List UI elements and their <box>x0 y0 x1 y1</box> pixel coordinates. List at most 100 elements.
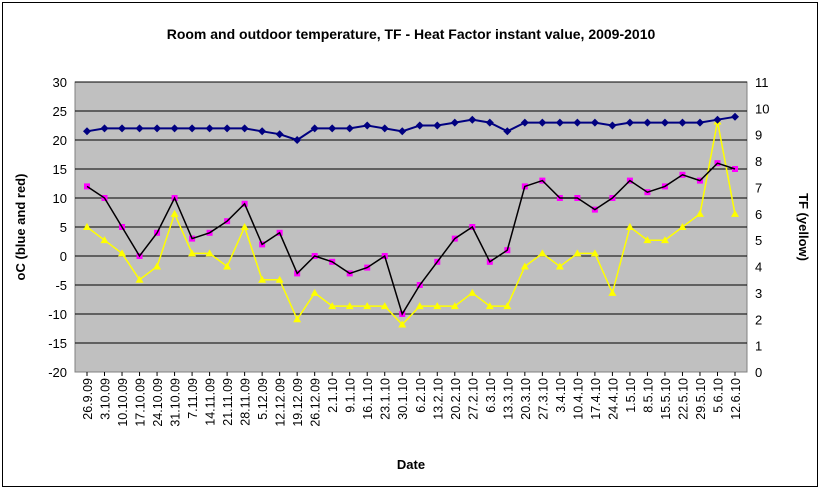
x-tick-label: 9.1.10 <box>344 378 358 413</box>
heat-factor-point <box>345 302 354 310</box>
x-tick-label: 12.6.10 <box>729 378 743 420</box>
room-point <box>275 130 284 139</box>
heat-factor-point <box>555 262 564 270</box>
y-tick-label: -20 <box>48 365 67 380</box>
y2-tick-label: 6 <box>755 207 762 222</box>
heat-factor-point <box>100 236 109 244</box>
room-point <box>590 118 599 127</box>
room-point <box>450 118 459 127</box>
room-point <box>643 118 652 127</box>
room-point <box>293 136 302 144</box>
heat-factor-point <box>135 275 144 283</box>
room-point <box>573 118 582 127</box>
room-point <box>345 124 354 133</box>
room-point <box>380 124 389 133</box>
heat-factor-point <box>485 302 494 310</box>
x-tick-label: 16.1.10 <box>361 378 375 420</box>
room-point <box>170 124 179 133</box>
room-point <box>503 127 512 136</box>
room-point <box>153 124 162 133</box>
heat-factor-point <box>240 223 249 230</box>
heat-factor-line <box>86 121 736 326</box>
room-point <box>713 115 722 124</box>
x-tick-label: 20.3.10 <box>519 378 533 420</box>
room-point <box>731 112 739 121</box>
y-tick-label: 10 <box>53 191 67 206</box>
left-axis-ticks: -20 -15 -10 -5 0 5 10 15 20 25 30 <box>48 75 67 380</box>
room-point <box>118 124 127 133</box>
heat-factor-point <box>503 302 512 310</box>
x-tick-label: 5.12.09 <box>256 378 270 420</box>
y-tick-label: -10 <box>48 307 67 322</box>
x-tick-label: 30.1.10 <box>396 378 410 420</box>
x-tick-label: 27.2.10 <box>466 378 480 420</box>
room-point <box>258 127 267 136</box>
heat-factor-point <box>678 223 687 230</box>
room-point <box>188 124 197 133</box>
room-point <box>398 127 407 136</box>
y2-tick-label: 3 <box>755 286 762 301</box>
x-tick-label: 24.10.09 <box>151 378 165 427</box>
room-point <box>608 121 617 130</box>
x-tick-label: 6.3.10 <box>484 378 498 413</box>
room-point <box>468 115 477 124</box>
heat-factor-point <box>660 236 669 244</box>
x-tick-label: 1.5.10 <box>624 378 638 413</box>
chart-frame: Room and outdoor temperature, TF - Heat … <box>2 2 818 487</box>
heat-factor-point <box>328 302 337 310</box>
room-point <box>678 118 687 127</box>
y2-tick-label: 1 <box>755 339 762 354</box>
right-axis-ticks: 0 1 2 3 4 5 6 7 8 9 10 11 <box>755 75 769 380</box>
heat-factor-point <box>590 249 599 257</box>
x-tick-label: 6.2.10 <box>414 378 428 413</box>
heat-factor-point <box>170 209 179 217</box>
x-tick-label: 5.6.10 <box>711 378 725 413</box>
y2-tick-label: 10 <box>755 101 769 116</box>
x-tick-label: 19.12.09 <box>291 378 305 427</box>
y2-tick-label: 2 <box>755 312 762 327</box>
room-point <box>83 127 91 136</box>
y2-tick-label: 7 <box>755 180 762 195</box>
chart-svg: Room and outdoor temperature, TF - Heat … <box>13 26 811 472</box>
room-point <box>363 121 372 130</box>
x-tick-label: 29.5.10 <box>694 378 708 420</box>
heat-factor-point <box>223 262 232 270</box>
heat-factor-point <box>380 302 389 310</box>
heat-factor-point <box>625 223 634 230</box>
x-tick-label: 13.3.10 <box>501 378 515 420</box>
y-tick-label: 15 <box>53 162 67 177</box>
outdoor-trend-line <box>86 162 736 316</box>
x-tick-label: 2.1.10 <box>326 378 340 413</box>
x-axis-ticks: 26.9.09 3.10.09 10.10.09 17.10.09 24.10.09 31… <box>81 372 743 427</box>
x-tick-label: 22.5.10 <box>676 378 690 420</box>
x-tick-label: 17.10.09 <box>134 378 148 427</box>
room-point <box>328 124 337 133</box>
y-axis-label: oC (blue and red) <box>13 174 28 281</box>
x-tick-label: 3.10.09 <box>99 378 113 420</box>
x-tick-label: 10.10.09 <box>116 378 130 427</box>
x-tick-label: 27.3.10 <box>536 378 550 420</box>
heat-factor-point <box>398 320 407 328</box>
heat-factor-point <box>205 249 214 257</box>
x-tick-label: 23.1.10 <box>379 378 393 420</box>
heat-factor-point <box>608 288 617 296</box>
x-tick-label: 13.2.10 <box>431 378 445 420</box>
room-point <box>433 121 442 130</box>
room-point <box>625 118 634 127</box>
x-tick-label: 17.4.10 <box>589 378 603 420</box>
y2-tick-label: 11 <box>755 75 769 90</box>
x-tick-label: 21.11.09 <box>221 378 235 426</box>
x-tick-label: 24.4.10 <box>606 378 620 420</box>
y2-tick-label: 9 <box>755 128 762 143</box>
x-tick-label: 26.12.09 <box>309 378 323 427</box>
heat-factor-point <box>258 275 267 283</box>
x-tick-label: 8.5.10 <box>641 378 655 413</box>
chart-title: Room and outdoor temperature, TF - Heat … <box>167 26 656 42</box>
x-tick-label: 31.10.09 <box>169 378 183 427</box>
gridlines <box>75 81 747 344</box>
y-tick-label: 30 <box>53 75 67 90</box>
x-tick-label: 7.11.09 <box>186 378 200 419</box>
y2-tick-label: 4 <box>755 260 762 275</box>
x-tick-label: 14.11.09 <box>204 378 218 426</box>
room-point <box>415 121 424 130</box>
